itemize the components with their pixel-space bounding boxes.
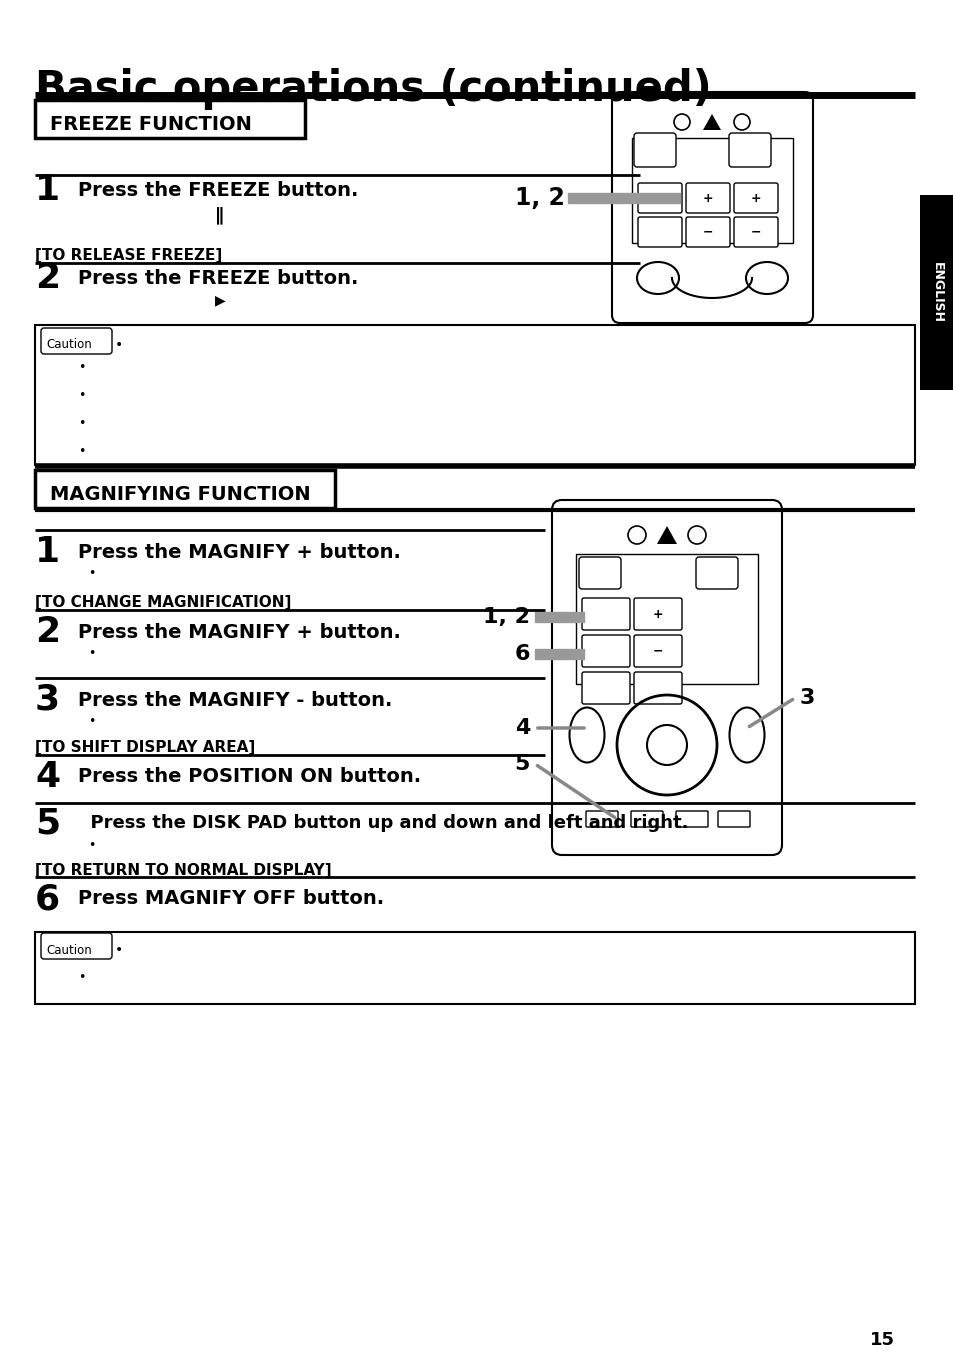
Text: 15: 15 [869,1331,894,1350]
Bar [35,100,305,138]
Text: Press the POSITION ON button.: Press the POSITION ON button. [78,767,420,786]
Text: +: + [652,608,662,620]
Text: Basic operations (continued): Basic operations (continued) [35,68,711,109]
Text: •: • [78,361,85,373]
FancyBboxPatch shape [41,934,112,959]
FancyBboxPatch shape [634,132,676,168]
Text: 1: 1 [35,535,60,569]
FancyBboxPatch shape [718,811,749,827]
Text: 4: 4 [514,717,530,738]
FancyBboxPatch shape [612,92,812,323]
Text: Caution: Caution [46,339,91,351]
Text: •: • [78,970,85,984]
Text: [TO SHIFT DISPLAY AREA]: [TO SHIFT DISPLAY AREA] [35,740,255,755]
Text: −: − [652,644,662,658]
Text: MAGNIFYING FUNCTION: MAGNIFYING FUNCTION [50,485,311,504]
Text: Caution: Caution [46,943,91,957]
FancyBboxPatch shape [685,182,729,213]
Text: 1, 2: 1, 2 [515,186,564,209]
Text: Press the MAGNIFY + button.: Press the MAGNIFY + button. [78,543,400,562]
Text: Press the MAGNIFY + button.: Press the MAGNIFY + button. [78,623,400,642]
FancyBboxPatch shape [634,598,681,630]
Text: 3: 3 [800,688,815,708]
FancyBboxPatch shape [638,218,681,247]
Text: [TO RETURN TO NORMAL DISPLAY]: [TO RETURN TO NORMAL DISPLAY] [35,863,332,878]
Text: •: • [115,338,123,353]
FancyBboxPatch shape [696,557,738,589]
FancyBboxPatch shape [581,598,629,630]
Text: 2: 2 [35,615,60,648]
Text: −: − [750,226,760,239]
Text: 1, 2: 1, 2 [482,607,530,627]
Text: +: + [702,192,713,204]
Bar [35,326,914,465]
Polygon shape [657,526,677,544]
FancyBboxPatch shape [638,182,681,213]
FancyBboxPatch shape [728,132,770,168]
Bar [35,932,914,1004]
Text: 3: 3 [35,684,60,717]
Text: 1: 1 [35,173,60,207]
Text: •: • [88,567,95,581]
Text: +: + [750,192,760,204]
Text: •: • [78,389,85,401]
Text: [TO RELEASE FREEZE]: [TO RELEASE FREEZE] [35,249,222,263]
FancyBboxPatch shape [634,671,681,704]
Text: ▶: ▶ [214,293,226,307]
FancyBboxPatch shape [578,557,620,589]
Text: [TO CHANGE MAGNIFICATION]: [TO CHANGE MAGNIFICATION] [35,594,291,611]
FancyBboxPatch shape [585,811,618,827]
FancyBboxPatch shape [733,218,778,247]
Text: •: • [88,647,95,661]
Text: FREEZE FUNCTION: FREEZE FUNCTION [50,115,252,135]
Text: •: • [115,943,123,957]
Text: 6: 6 [35,882,60,916]
Text: •: • [88,716,95,728]
Bar [919,195,953,390]
FancyBboxPatch shape [676,811,707,827]
Bar [576,554,758,684]
Text: Press the DISK PAD button up and down and left and right.: Press the DISK PAD button up and down an… [78,815,688,832]
FancyBboxPatch shape [552,500,781,855]
FancyBboxPatch shape [41,328,112,354]
Text: •: • [78,416,85,430]
Text: −: − [702,226,713,239]
Text: 5: 5 [35,807,60,840]
Text: 5: 5 [514,754,530,774]
Text: Press the FREEZE button.: Press the FREEZE button. [78,181,358,200]
FancyBboxPatch shape [581,671,629,704]
FancyBboxPatch shape [685,218,729,247]
Text: 4: 4 [35,761,60,794]
FancyBboxPatch shape [634,635,681,667]
Text: ∥: ∥ [214,205,224,224]
Text: •: • [88,839,95,851]
Polygon shape [702,113,720,130]
FancyBboxPatch shape [733,182,778,213]
Bar [35,470,335,508]
Text: ENGLISH: ENGLISH [929,262,943,323]
Bar [631,138,792,243]
Text: Press the MAGNIFY - button.: Press the MAGNIFY - button. [78,690,392,709]
Text: •: • [78,444,85,458]
Text: Press the FREEZE button.: Press the FREEZE button. [78,269,358,288]
Text: 2: 2 [35,261,60,295]
FancyBboxPatch shape [581,635,629,667]
FancyBboxPatch shape [630,811,662,827]
Text: Press MAGNIFY OFF button.: Press MAGNIFY OFF button. [78,889,384,908]
Text: 6: 6 [514,644,530,663]
